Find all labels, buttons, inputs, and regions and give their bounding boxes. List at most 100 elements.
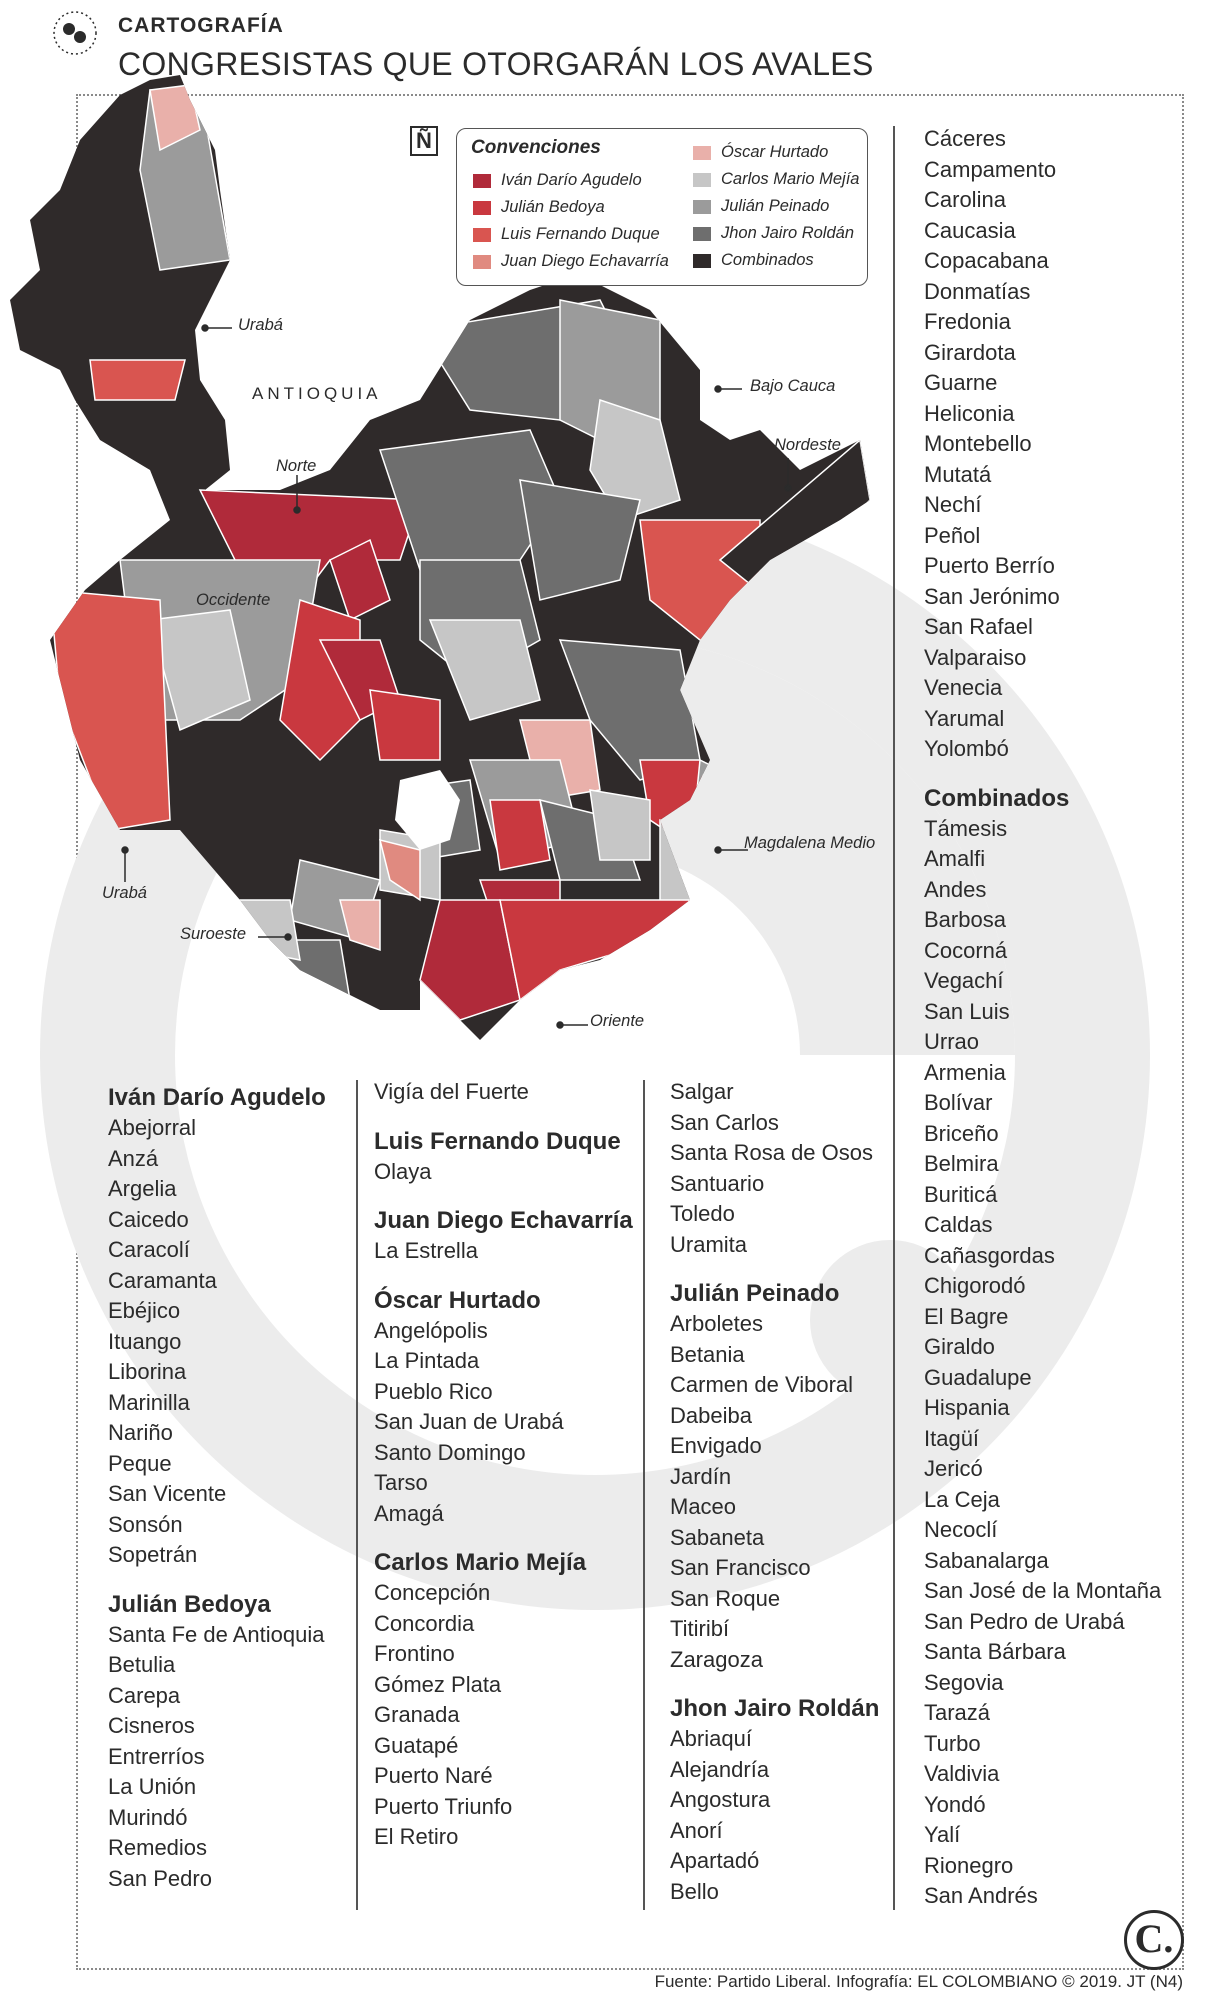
municipality-item: Yolombó — [924, 736, 1009, 761]
municipality-item: Buriticá — [924, 1181, 998, 1207]
municipality-item: Itagüí — [924, 1425, 980, 1451]
group-heading: Julián Bedoya — [108, 1590, 271, 1618]
region-label-suroeste: Suroeste — [180, 925, 247, 943]
municipality-item: Heliconia — [924, 400, 1015, 426]
municipality-item: Puerto Berrío — [924, 553, 1055, 578]
municipality-item: Valparaiso — [924, 644, 1027, 670]
region-label-occidente: Occidente — [196, 591, 271, 609]
municipality-item: Cañasgordas — [924, 1242, 1055, 1268]
region-label-uraba-south: Urabá — [102, 884, 147, 902]
municipality-item: Nechí — [924, 492, 982, 517]
group-heading: Iván Darío Agudelo — [108, 1084, 326, 1111]
municipality-item: Santa Bárbara — [924, 1639, 1066, 1664]
column-divider — [893, 126, 895, 1910]
municipality-item: Amagá — [374, 1500, 444, 1526]
municipality-item: Angelópolis — [374, 1317, 488, 1343]
municipality-item: Dabeiba — [670, 1402, 752, 1428]
municipality-item: Santa Fe de Antioquia — [108, 1621, 325, 1647]
municipality-item: Santa Rosa de Osos — [670, 1140, 874, 1165]
group-heading: Óscar Hurtado — [374, 1286, 541, 1314]
legend-title: Convenciones — [471, 137, 601, 158]
municipality-item: Venecia — [924, 675, 1003, 700]
department-label: ANTIOQUIA — [252, 384, 382, 403]
legend-item: Luis Fernando Duque — [473, 225, 660, 244]
municipality-item: Chigorodó — [924, 1273, 1026, 1298]
municipality-item: Ebéjico — [108, 1298, 181, 1323]
municipality-item: La Ceja — [924, 1486, 1000, 1512]
municipality-item: Arboletes — [670, 1311, 763, 1336]
municipality-item: Anorí — [670, 1817, 723, 1843]
municipality-item: Segovia — [924, 1669, 1004, 1695]
list-column-1: Iván Darío Agudelo Abejorral Anzá Argelia C… — [108, 1082, 326, 1894]
municipality-item: San José de la Montaña — [924, 1578, 1162, 1603]
publisher-logo-icon: C. — [1124, 1910, 1184, 1970]
municipality-item: San Vicente — [108, 1481, 227, 1506]
municipality-item: Caracolí — [108, 1237, 190, 1262]
municipality-item: Granada — [374, 1702, 460, 1727]
municipality-item: San Andrés — [924, 1883, 1038, 1908]
legend-item: Jhon Jairo Roldán — [693, 224, 854, 243]
municipality-item: San Jerónimo — [924, 583, 1060, 609]
municipality-item: Zaragoza — [670, 1646, 763, 1672]
municipality-item: Vegachí — [924, 968, 1004, 993]
municipality-item: Concepción — [374, 1580, 491, 1605]
municipality-item: Uramita — [670, 1231, 748, 1257]
municipality-item: El Retiro — [374, 1824, 459, 1849]
legend-item: Óscar Hurtado — [693, 143, 828, 162]
municipality-item: Bello — [670, 1878, 719, 1904]
legend-item: Combinados — [693, 251, 814, 270]
municipality-item: Guadalupe — [924, 1364, 1032, 1390]
municipality-item: San Roque — [670, 1585, 781, 1611]
map-pin-icon — [53, 11, 97, 55]
municipality-item: La Unión — [108, 1774, 197, 1799]
municipality-item: Abriaquí — [670, 1726, 752, 1751]
municipality-item: Sabanalarga — [924, 1547, 1049, 1573]
legend-swatch — [693, 172, 711, 187]
municipality-item: Barbosa — [924, 907, 1006, 932]
legend-swatch — [473, 254, 491, 269]
municipality-item: Puerto Naré — [374, 1763, 493, 1788]
municipality-item: Ituango — [108, 1328, 182, 1354]
municipality-item: Angostura — [670, 1787, 771, 1812]
municipality-item: Cáceres — [924, 126, 1006, 151]
municipality-item: Yondó — [924, 1791, 986, 1817]
source-credit: Fuente: Partido Liberal. Infografía: EL … — [654, 1972, 1183, 1991]
municipality-item: Giraldo — [924, 1334, 995, 1359]
region-label-norte: Norte — [276, 457, 317, 475]
municipality-item: Santuario — [670, 1170, 765, 1196]
list-column-4: Cáceres Campamento Carolina Caucasia Copacab… — [924, 124, 1161, 1912]
municipality-item: Guarne — [924, 370, 998, 395]
municipality-item: Murindó — [108, 1804, 188, 1830]
municipality-item: Cocorná — [924, 937, 1008, 963]
municipality-item: Liborina — [108, 1359, 187, 1384]
group-heading: Juan Diego Echavarría — [374, 1207, 633, 1234]
municipality-item: Salgar — [670, 1079, 734, 1104]
municipality-item: San Juan de Urabá — [374, 1409, 564, 1434]
legend-swatch — [473, 200, 491, 215]
municipality-item: San Francisco — [670, 1555, 811, 1580]
legend-swatch — [473, 173, 491, 188]
municipality-item: Santo Domingo — [374, 1439, 526, 1465]
municipality-item: Belmira — [924, 1151, 999, 1176]
municipality-item: La Pintada — [374, 1348, 480, 1373]
municipality-item: Caicedo — [108, 1206, 189, 1232]
municipality-item: Tarazá — [924, 1700, 991, 1725]
municipality-item: Montebello — [924, 431, 1032, 456]
municipality-item: San Carlos — [670, 1109, 779, 1135]
municipality-item: Carepa — [108, 1682, 181, 1708]
municipality-item: Argelia — [108, 1176, 177, 1201]
municipality-item: Betulia — [108, 1652, 176, 1677]
municipality-item: Peque — [108, 1450, 172, 1476]
municipality-item: Frontino — [374, 1641, 455, 1666]
municipality-item: Turbo — [924, 1730, 981, 1756]
legend-item: Julián Peinado — [693, 197, 829, 216]
municipality-item: Jericó — [924, 1456, 983, 1481]
legend-item: Julián Bedoya — [473, 198, 605, 217]
municipality-item: Olaya — [374, 1158, 432, 1184]
municipality-item: Cisneros — [108, 1713, 195, 1738]
municipality-item: Puerto Triunfo — [374, 1793, 513, 1819]
municipality-item: Fredonia — [924, 309, 1011, 334]
map-legend: Convenciones Iván Darío Agudelo Julián B… — [456, 128, 868, 286]
municipality-item: Titiribí — [670, 1616, 730, 1641]
municipality-item: Maceo — [670, 1494, 737, 1519]
